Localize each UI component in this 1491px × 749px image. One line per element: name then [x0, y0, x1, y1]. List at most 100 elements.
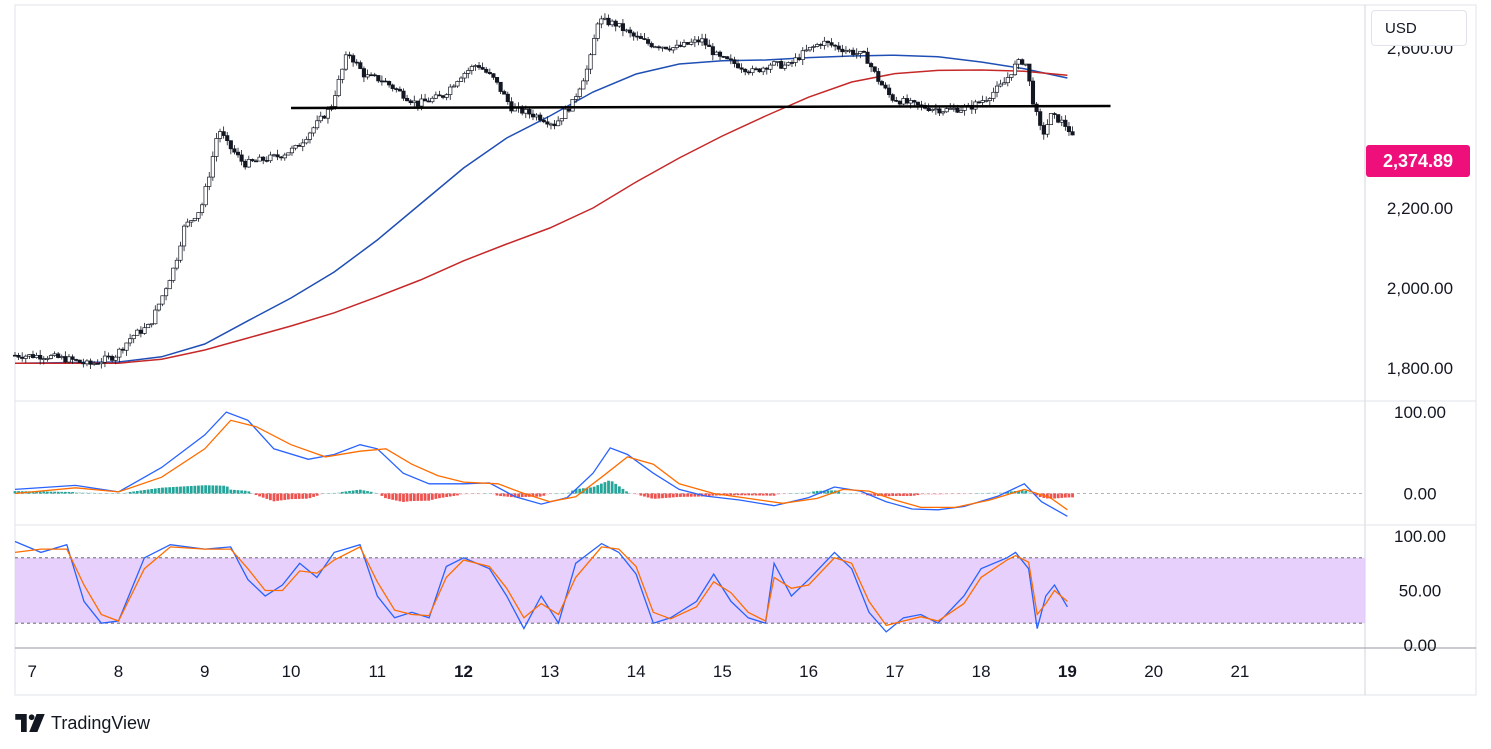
- candle: [653, 45, 658, 49]
- candle: [869, 61, 874, 73]
- macd-histogram-bar: [240, 490, 244, 494]
- macd-histogram-bar: [1071, 493, 1074, 498]
- candle: [1005, 72, 1010, 87]
- candle: [178, 241, 183, 263]
- candle: [185, 218, 190, 228]
- macd-histogram-bar: [704, 493, 708, 497]
- macd-histogram-bar: [621, 488, 625, 494]
- candle: [541, 117, 546, 124]
- candle: [649, 41, 654, 49]
- candle: [297, 143, 302, 147]
- macd-pane[interactable]: [13, 411, 1365, 517]
- candle: [1002, 77, 1007, 85]
- macd-histogram-bar: [402, 493, 405, 502]
- macd-histogram-bar: [531, 493, 535, 497]
- candle: [570, 99, 575, 112]
- tradingview-logo-icon: [15, 714, 45, 732]
- macd-histogram-bar: [657, 493, 661, 499]
- macd-histogram-bar: [340, 491, 344, 494]
- macd-histogram-bar: [1020, 490, 1024, 494]
- candle: [527, 107, 532, 119]
- candle: [768, 62, 773, 73]
- macd-histogram-bar: [380, 493, 384, 496]
- macd-histogram-bar: [1060, 493, 1064, 498]
- candle: [379, 75, 384, 86]
- macd-histogram-bar: [844, 493, 848, 494]
- macd-histogram-bar: [1053, 493, 1056, 499]
- candle: [20, 352, 25, 362]
- macd-tick-label: 0.00: [1403, 485, 1436, 504]
- macd-histogram-bar: [693, 493, 697, 497]
- macd-histogram-bar: [930, 493, 934, 495]
- candle: [1063, 115, 1068, 131]
- macd-histogram-bar: [765, 493, 769, 496]
- brand-name: TradingView: [51, 712, 151, 733]
- time-tick-label: 8: [114, 662, 123, 681]
- support-line[interactable]: [291, 104, 1111, 110]
- macd-histogram-bar: [628, 492, 632, 494]
- candle: [74, 358, 79, 362]
- candle: [167, 279, 172, 290]
- price-axis[interactable]: 2,600.002,200.002,000.001,800.00100.000.…: [1387, 39, 1453, 655]
- macd-histogram-bar: [804, 492, 808, 494]
- candle: [1070, 126, 1075, 136]
- stochastic-pane[interactable]: [14, 540, 1365, 633]
- macd-histogram-bar: [553, 493, 556, 495]
- last-price-badge: 2,374.89: [1366, 145, 1470, 177]
- price-pane[interactable]: [12, 13, 1111, 370]
- candle: [847, 48, 852, 54]
- candle: [599, 15, 604, 29]
- macd-histogram-bar: [941, 493, 945, 495]
- macd-histogram-bar: [366, 491, 369, 494]
- time-axis[interactable]: 7 8 9 10 11 12 13 14 15 16 17 18 19 20 21: [28, 662, 1250, 681]
- macd-histogram-bar: [387, 493, 391, 500]
- macd-histogram-bar: [614, 483, 618, 494]
- candle: [800, 47, 805, 66]
- candle: [138, 326, 143, 338]
- candle: [383, 77, 388, 83]
- macd-histogram-bar: [934, 493, 938, 495]
- time-tick-label: 21: [1230, 662, 1249, 681]
- macd-histogram-bar: [632, 493, 636, 495]
- price-tick-label: 2,200.00: [1387, 199, 1453, 218]
- macd-histogram-bar: [110, 493, 114, 494]
- macd-histogram-bar: [560, 493, 564, 494]
- macd-histogram-bar: [128, 491, 132, 494]
- macd-histogram-bar: [1063, 493, 1067, 498]
- candle: [376, 75, 381, 83]
- candle: [667, 45, 672, 52]
- candle: [548, 122, 554, 130]
- candle: [164, 287, 169, 301]
- candle: [293, 144, 298, 151]
- tradingview-branding[interactable]: TradingView: [15, 710, 150, 736]
- candle: [1038, 108, 1043, 131]
- macd-histogram-bar: [524, 493, 528, 497]
- macd-histogram-bar: [168, 487, 172, 494]
- candle: [930, 108, 935, 113]
- macd-histogram-bar: [999, 492, 1003, 494]
- macd-histogram-bar: [661, 493, 664, 499]
- macd-histogram-bar: [592, 486, 596, 494]
- candle: [322, 114, 327, 119]
- candle: [991, 87, 996, 102]
- candle: [146, 323, 151, 329]
- macd-histogram-bar: [635, 493, 639, 495]
- candle: [171, 267, 176, 283]
- macd-histogram-bar: [959, 493, 963, 495]
- currency-selector[interactable]: USD: [1371, 10, 1467, 46]
- candle: [822, 36, 827, 50]
- macd-signal-line: [14, 419, 1068, 511]
- candle: [372, 72, 377, 77]
- macd-histogram-bar: [761, 493, 765, 496]
- macd-histogram-bar: [995, 492, 999, 494]
- time-tick-label: 14: [627, 662, 646, 681]
- macd-histogram-bar: [956, 493, 959, 495]
- macd-histogram-bar: [786, 493, 790, 495]
- macd-histogram-bar: [873, 493, 877, 496]
- macd-histogram-bar: [268, 493, 272, 501]
- macd-histogram-bar: [17, 491, 20, 494]
- macd-histogram-bar: [758, 493, 762, 496]
- candle: [390, 83, 395, 92]
- macd-histogram-bar: [697, 493, 700, 497]
